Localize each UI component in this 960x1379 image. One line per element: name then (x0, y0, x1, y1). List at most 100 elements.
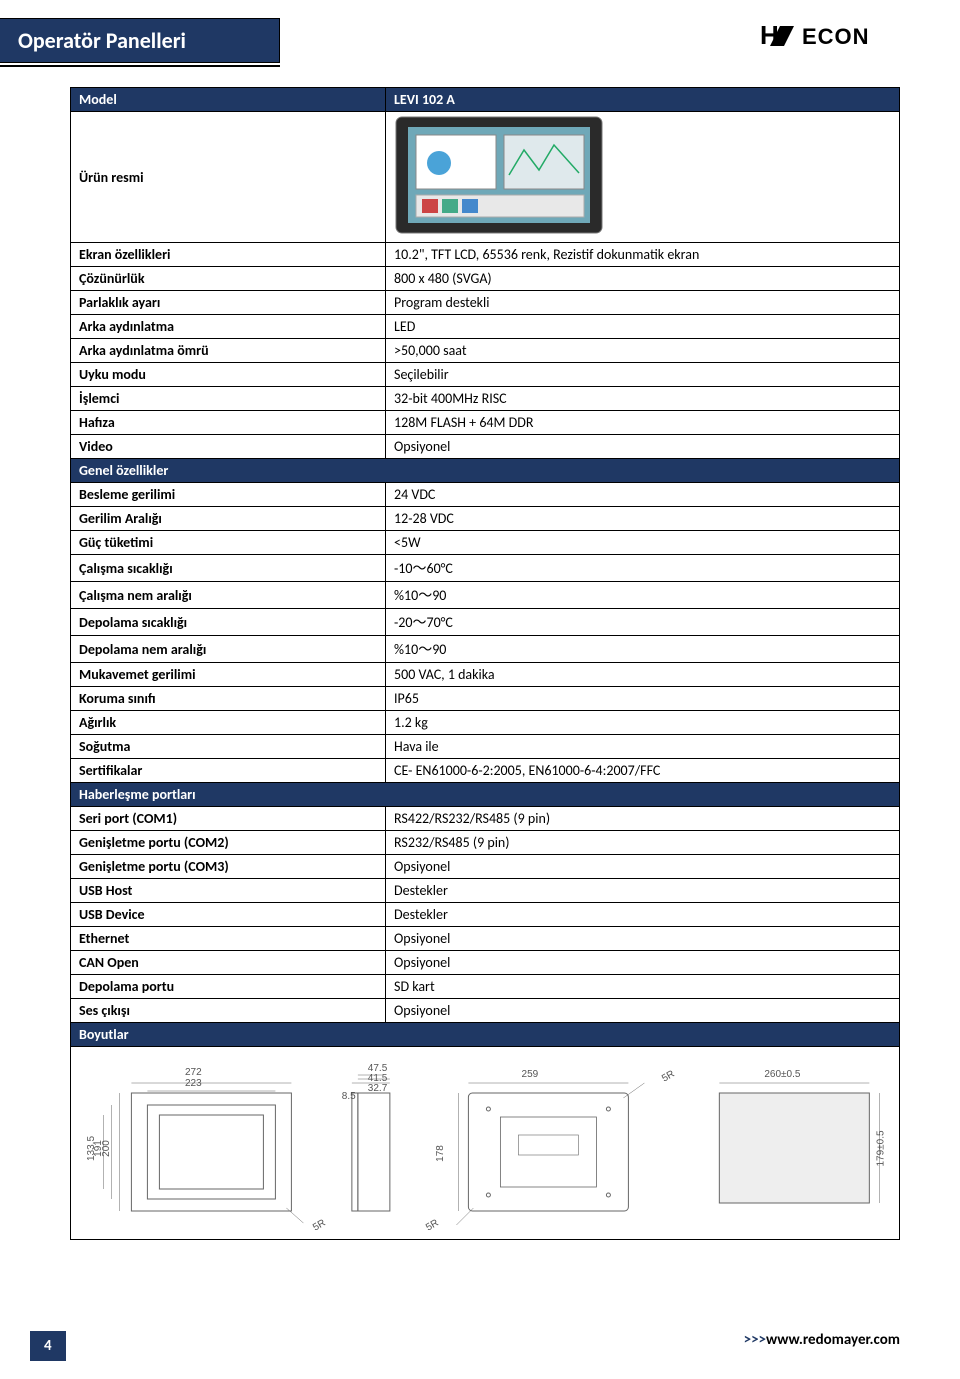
spec-value: Seçilebilir (386, 363, 900, 387)
spec-value: Opsiyonel (386, 927, 900, 951)
table-row: Güç tüketimi<5W (71, 531, 900, 555)
logo-svg: H ECON (760, 18, 900, 54)
spec-value: 128M FLASH + 64M DDR (386, 411, 900, 435)
table-row: Mukavemet gerilimi500 VAC, 1 dakika (71, 663, 900, 687)
spec-label: Seri port (COM1) (71, 807, 386, 831)
table-row: Koruma sınıfıIP65 (71, 687, 900, 711)
spec-value: 10.2", TFT LCD, 65536 renk, Rezistif dok… (386, 243, 900, 267)
table-row: Besleme gerilimi24 VDC (71, 483, 900, 507)
section-label: Haberleşme portları (71, 783, 900, 807)
dim-back-h: 178 (434, 1145, 445, 1162)
section-genel: Genel özellikler (71, 459, 900, 483)
table-row: Çalışma sıcaklığı-10～60°C (71, 555, 900, 582)
model-row: Model LEVI 102 A (71, 88, 900, 112)
table-row: Depolama nem aralığı%10～90 (71, 636, 900, 663)
table-row: Çalışma nem aralığı%10～90 (71, 582, 900, 609)
spec-label: USB Device (71, 903, 386, 927)
spec-label: CAN Open (71, 951, 386, 975)
back-view-svg (422, 1063, 675, 1233)
section-boyut: Boyutlar (71, 1023, 900, 1047)
spec-label: Koruma sınıfı (71, 687, 386, 711)
dim-back-w: 259 (522, 1069, 539, 1080)
spec-label: Soğutma (71, 735, 386, 759)
spec-label: Çalışma nem aralığı (71, 582, 386, 609)
spec-value: Opsiyonel (386, 435, 900, 459)
spec-value: -10～60°C (386, 555, 900, 582)
dim-side-c: 32.7 (368, 1083, 387, 1094)
spec-label: Çözünürlük (71, 267, 386, 291)
spec-value: Destekler (386, 879, 900, 903)
dim-side-d: 8.5 (342, 1091, 356, 1102)
url-text: www.redomayer.com (766, 1331, 900, 1349)
content-area: Model LEVI 102 A Ürün resmi (0, 67, 960, 1240)
spec-label: Besleme gerilimi (71, 483, 386, 507)
spec-value: %10～90 (386, 582, 900, 609)
spec-value: CE- EN61000-6-2:2005, EN61000-6-4:2007/F… (386, 759, 900, 783)
page-footer: 4 >>>www.redomayer.com (0, 1331, 960, 1361)
drawings-cell: 272 223 200 191 133.5 5R (71, 1047, 900, 1240)
table-row: Ses çıkışıOpsiyonel (71, 999, 900, 1023)
table-row: EthernetOpsiyonel (71, 927, 900, 951)
spec-value: 800 x 480 (SVGA) (386, 267, 900, 291)
title-block: Operatör Panelleri (0, 18, 280, 67)
spec-label: USB Host (71, 879, 386, 903)
front-view-drawing: 272 223 200 191 133.5 5R (75, 1063, 328, 1233)
image-label: Ürün resmi (71, 112, 386, 243)
spec-label: Parlaklık ayarı (71, 291, 386, 315)
spec-value: SD kart (386, 975, 900, 999)
model-value: LEVI 102 A (386, 88, 900, 112)
table-row: Ekran özellikleri10.2", TFT LCD, 65536 r… (71, 243, 900, 267)
table-row: Arka aydınlatmaLED (71, 315, 900, 339)
table-row: SoğutmaHava ile (71, 735, 900, 759)
spec-label: Depolama sıcaklığı (71, 609, 386, 636)
spec-label: İşlemci (71, 387, 386, 411)
spec-value: >50,000 saat (386, 339, 900, 363)
page-header: Operatör Panelleri H ECON (0, 0, 960, 67)
spec-value: Opsiyonel (386, 951, 900, 975)
table-row: Gerilim Aralığı12-28 VDC (71, 507, 900, 531)
spec-value: RS422/RS232/RS485 (9 pin) (386, 807, 900, 831)
spec-label: Hafıza (71, 411, 386, 435)
spec-value: -20～70°C (386, 609, 900, 636)
image-row: Ürün resmi (71, 112, 900, 243)
dim-cut-h: 179±0.5 (875, 1130, 886, 1166)
spec-value: RS232/RS485 (9 pin) (386, 831, 900, 855)
table-row: SertifikalarCE- EN61000-6-2:2005, EN6100… (71, 759, 900, 783)
table-row: Çözünürlük800 x 480 (SVGA) (71, 267, 900, 291)
spec-label: Mukavemet gerilimi (71, 663, 386, 687)
drawings-row: 272 223 200 191 133.5 5R (71, 1047, 900, 1240)
back-view-drawing: 259 178 5R 5R (422, 1063, 675, 1233)
cutout-svg (684, 1063, 895, 1233)
page-title: Operatör Panelleri (0, 18, 280, 63)
spec-value: Hava ile (386, 735, 900, 759)
spec-label: Genişletme portu (COM2) (71, 831, 386, 855)
dim-cut-w: 260±0.5 (764, 1069, 800, 1080)
dim-front-hii: 133.5 (86, 1136, 97, 1161)
table-row: Genişletme portu (COM2)RS232/RS485 (9 pi… (71, 831, 900, 855)
url-prefix: >>> (744, 1331, 766, 1349)
spec-label: Arka aydınlatma (71, 315, 386, 339)
title-underline (0, 65, 280, 67)
section-label: Genel özellikler (71, 459, 900, 483)
spec-value: Opsiyonel (386, 999, 900, 1023)
table-row: Ağırlık1.2 kg (71, 711, 900, 735)
spec-value: 24 VDC (386, 483, 900, 507)
table-row: Uyku moduSeçilebilir (71, 363, 900, 387)
spec-value: Destekler (386, 903, 900, 927)
table-row: VideoOpsiyonel (71, 435, 900, 459)
spec-label: Depolama nem aralığı (71, 636, 386, 663)
table-row: Depolama sıcaklığı-20～70°C (71, 609, 900, 636)
footer-url: >>>www.redomayer.com (744, 1331, 900, 1361)
spec-label: Arka aydınlatma ömrü (71, 339, 386, 363)
spec-label: Video (71, 435, 386, 459)
spec-label: Ethernet (71, 927, 386, 951)
table-row: CAN OpenOpsiyonel (71, 951, 900, 975)
table-row: Hafıza128M FLASH + 64M DDR (71, 411, 900, 435)
product-image-cell (386, 112, 900, 243)
table-row: Depolama portuSD kart (71, 975, 900, 999)
spec-value: 12-28 VDC (386, 507, 900, 531)
spec-label: Çalışma sıcaklığı (71, 555, 386, 582)
table-row: Parlaklık ayarıProgram destekli (71, 291, 900, 315)
dim-front-wi: 223 (185, 1078, 202, 1089)
product-image (394, 115, 604, 235)
